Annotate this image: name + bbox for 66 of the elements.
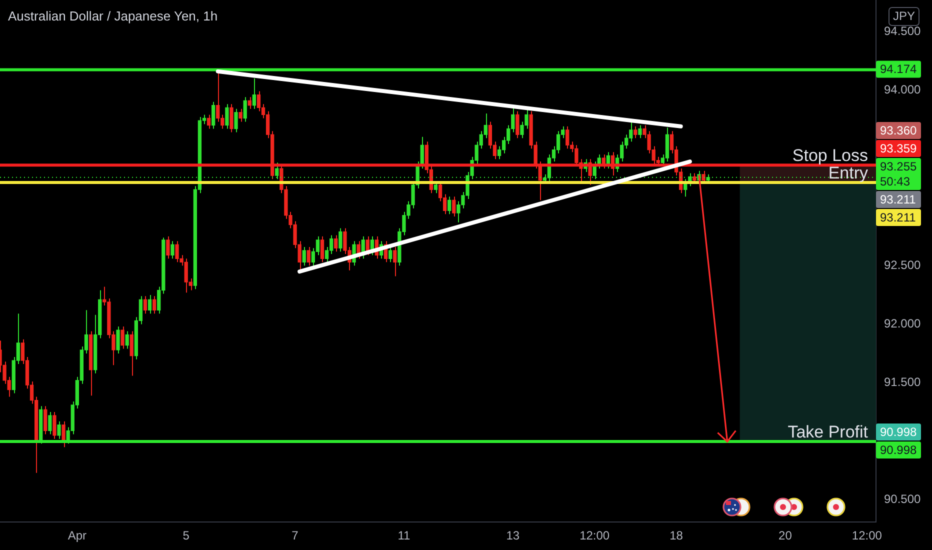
ref-line-label: Entry bbox=[828, 163, 868, 182]
y-tick-label: 92.000 bbox=[884, 316, 922, 331]
x-tick-label: 5 bbox=[182, 528, 190, 543]
candlestick bbox=[516, 110, 520, 139]
candlestick bbox=[638, 124, 642, 139]
candlestick bbox=[62, 420, 66, 448]
candlestick bbox=[170, 240, 174, 260]
candlestick bbox=[130, 330, 134, 376]
x-tick-label: 13 bbox=[506, 528, 520, 543]
candlestick bbox=[238, 108, 242, 122]
ref-line-label: Take Profit bbox=[788, 422, 868, 442]
candlestick bbox=[306, 246, 310, 266]
y-tick-label: 92.500 bbox=[884, 258, 922, 272]
x-tick-label: Apr bbox=[68, 528, 87, 543]
text: Australian Dollar / Japanese Yen, 1h bbox=[8, 8, 218, 24]
ref-line-label: Stop Loss bbox=[792, 146, 868, 166]
y-tick-label: 94.000 bbox=[884, 82, 922, 96]
text: 93.255 bbox=[880, 159, 918, 174]
candlestick bbox=[566, 126, 570, 150]
candlestick bbox=[125, 330, 129, 350]
x-tick-label: 7 bbox=[292, 528, 299, 543]
candlestick bbox=[256, 90, 261, 112]
x-tick-label: 18 bbox=[670, 528, 684, 543]
candlestick bbox=[225, 104, 229, 130]
candlestick bbox=[252, 78, 256, 110]
text: 93.211 bbox=[880, 192, 916, 206]
candlestick bbox=[452, 196, 456, 218]
candlestick bbox=[116, 326, 120, 354]
x-tick-label: 20 bbox=[778, 528, 792, 543]
y-tick-label: 94.500 bbox=[884, 24, 922, 38]
candlestick bbox=[334, 234, 338, 252]
candlestick bbox=[166, 236, 170, 260]
text: 90.998 bbox=[880, 442, 918, 457]
candlestick bbox=[230, 104, 234, 133]
text: 93.360 bbox=[880, 123, 918, 138]
candlestick bbox=[120, 326, 124, 350]
candlestick bbox=[634, 126, 638, 139]
candlestick bbox=[243, 96, 247, 122]
text: 93.359 bbox=[880, 141, 918, 156]
candlestick bbox=[52, 411, 56, 440]
text: 90.998 bbox=[880, 424, 918, 439]
candlestick bbox=[148, 294, 152, 314]
candlestick bbox=[320, 236, 324, 263]
candlestick bbox=[448, 196, 452, 215]
candlestick bbox=[248, 96, 252, 110]
text: 50:43 bbox=[880, 174, 910, 188]
candlestick bbox=[216, 72, 220, 122]
x-tick-label: 12:00 bbox=[580, 528, 610, 543]
candlestick bbox=[152, 296, 156, 314]
text: 94.174 bbox=[880, 62, 918, 76]
candlestick bbox=[206, 114, 211, 130]
candlestick bbox=[393, 246, 397, 277]
candlestick bbox=[48, 411, 52, 435]
y-tick-label: 90.500 bbox=[884, 492, 922, 506]
x-tick-label: 11 bbox=[398, 528, 411, 543]
candlestick bbox=[302, 246, 306, 266]
x-tick-label: 12:00 bbox=[852, 528, 882, 543]
candlestick bbox=[211, 101, 216, 130]
candlestick bbox=[234, 108, 238, 133]
candlestick bbox=[338, 228, 342, 252]
candlestick bbox=[388, 246, 392, 263]
candlestick bbox=[143, 296, 148, 314]
candlestick bbox=[44, 406, 48, 435]
text: 93.211 bbox=[880, 210, 916, 224]
y-axis-title: JPY bbox=[892, 8, 916, 23]
y-tick-label: 91.500 bbox=[884, 375, 922, 390]
